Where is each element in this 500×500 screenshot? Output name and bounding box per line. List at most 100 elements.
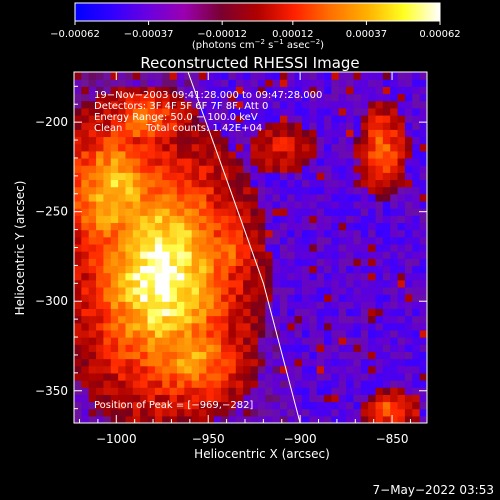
heatmap-cell: [250, 322, 259, 331]
annotation-peak-position: Position of Peak = [−969,−282]: [94, 400, 253, 411]
heatmap-cell: [206, 193, 215, 202]
heatmap-cell: [309, 179, 318, 188]
heatmap-cell: [213, 401, 222, 410]
heatmap-cell: [132, 415, 141, 423]
heatmap-cell: [338, 365, 347, 374]
heatmap-cell: [169, 208, 178, 216]
heatmap-cell: [206, 380, 215, 388]
heatmap-cell: [309, 136, 318, 145]
heatmap-cell: [301, 72, 310, 80]
heatmap-cell: [353, 308, 362, 317]
heatmap-cell: [338, 243, 347, 252]
heatmap-cell: [162, 193, 171, 202]
heatmap-cell: [294, 215, 303, 224]
heatmap-cell: [162, 79, 171, 87]
heatmap-cell: [184, 243, 193, 252]
heatmap-cell: [338, 387, 347, 395]
heatmap-cell: [353, 286, 362, 295]
heatmap-cell: [368, 322, 377, 331]
heatmap-cell: [243, 72, 252, 80]
heatmap-cell: [316, 86, 325, 95]
heatmap-cell: [397, 401, 406, 410]
heatmap-cell: [228, 136, 237, 145]
x-axis: −1000 −950 −900 −850: [79, 72, 411, 446]
heatmap-cell: [235, 301, 244, 309]
heatmap-cell: [368, 107, 377, 116]
heatmap-cell: [360, 344, 369, 352]
heatmap-cell: [375, 372, 384, 381]
heatmap-cell: [235, 208, 244, 216]
heatmap-cell: [74, 165, 82, 173]
heatmap-cell: [132, 358, 141, 367]
heatmap-cell: [250, 179, 259, 188]
heatmap-cell: [81, 358, 90, 367]
heatmap-cell: [176, 157, 185, 166]
heatmap-cell: [96, 100, 105, 109]
heatmap-cell: [419, 122, 427, 130]
heatmap-cell: [118, 72, 127, 80]
heatmap-cell: [375, 265, 384, 274]
heatmap-cell: [353, 114, 362, 123]
heatmap-cell: [81, 72, 90, 80]
heatmap-cell: [140, 86, 149, 95]
heatmap-cell: [147, 208, 156, 216]
heatmap-cell: [331, 122, 340, 130]
heatmap-cell: [301, 358, 310, 367]
heatmap-cell: [397, 236, 406, 245]
heatmap-cell: [419, 129, 427, 138]
heatmap-cell: [316, 265, 325, 274]
heatmap-cell: [125, 114, 134, 123]
heatmap-cell: [118, 86, 127, 95]
heatmap-cell: [154, 143, 163, 152]
heatmap-cell: [404, 301, 413, 309]
heatmap-cell: [169, 258, 178, 267]
heatmap-cell: [397, 136, 406, 145]
heatmap-cell: [257, 380, 266, 388]
heatmap-cell: [301, 315, 310, 324]
heatmap-cell: [309, 93, 318, 102]
heatmap-cell: [397, 365, 406, 374]
heatmap-cell: [103, 172, 112, 181]
heatmap-cell: [199, 157, 207, 166]
heatmap-cell: [169, 301, 178, 309]
heatmap-cell: [125, 279, 134, 288]
heatmap-cell: [272, 279, 281, 288]
heatmap-cell: [110, 143, 119, 152]
heatmap-cell: [147, 200, 156, 209]
heatmap-cell: [353, 100, 362, 109]
heatmap-cell: [191, 236, 200, 245]
heatmap-cell: [110, 107, 119, 116]
heatmap-cell: [103, 72, 112, 80]
heatmap-cell: [412, 344, 421, 352]
heatmap-cell: [81, 243, 90, 252]
heatmap-cell: [125, 301, 134, 309]
heatmap-cell: [375, 157, 384, 166]
heatmap-cell: [235, 315, 244, 324]
heatmap-cell: [316, 215, 325, 224]
heatmap-cell: [132, 136, 141, 145]
heatmap-cell: [346, 79, 355, 87]
heatmap-cell: [184, 114, 193, 123]
heatmap-cell: [235, 387, 244, 395]
heatmap-cell: [162, 301, 171, 309]
heatmap-cell: [147, 415, 156, 423]
heatmap-cell: [81, 129, 90, 138]
heatmap-cell: [191, 337, 200, 345]
heatmap-cell: [338, 229, 347, 238]
heatmap-cell: [301, 351, 310, 360]
heatmap-cell: [412, 157, 421, 166]
heatmap-cell: [294, 129, 303, 138]
heatmap-cell: [272, 251, 281, 259]
heatmap-cell: [81, 208, 90, 216]
heatmap-cell: [316, 365, 325, 374]
heatmap-cell: [301, 387, 310, 395]
heatmap-cell: [243, 358, 252, 367]
heatmap-cell: [132, 265, 141, 274]
heatmap-cell: [294, 72, 303, 80]
colorbar-tick-label: 0.00062: [419, 29, 460, 40]
heatmap-cell: [243, 243, 252, 252]
heatmap-cell: [88, 372, 97, 381]
heatmap-cell: [301, 322, 310, 331]
heatmap-cell: [397, 408, 406, 417]
heatmap-cell: [338, 172, 347, 181]
